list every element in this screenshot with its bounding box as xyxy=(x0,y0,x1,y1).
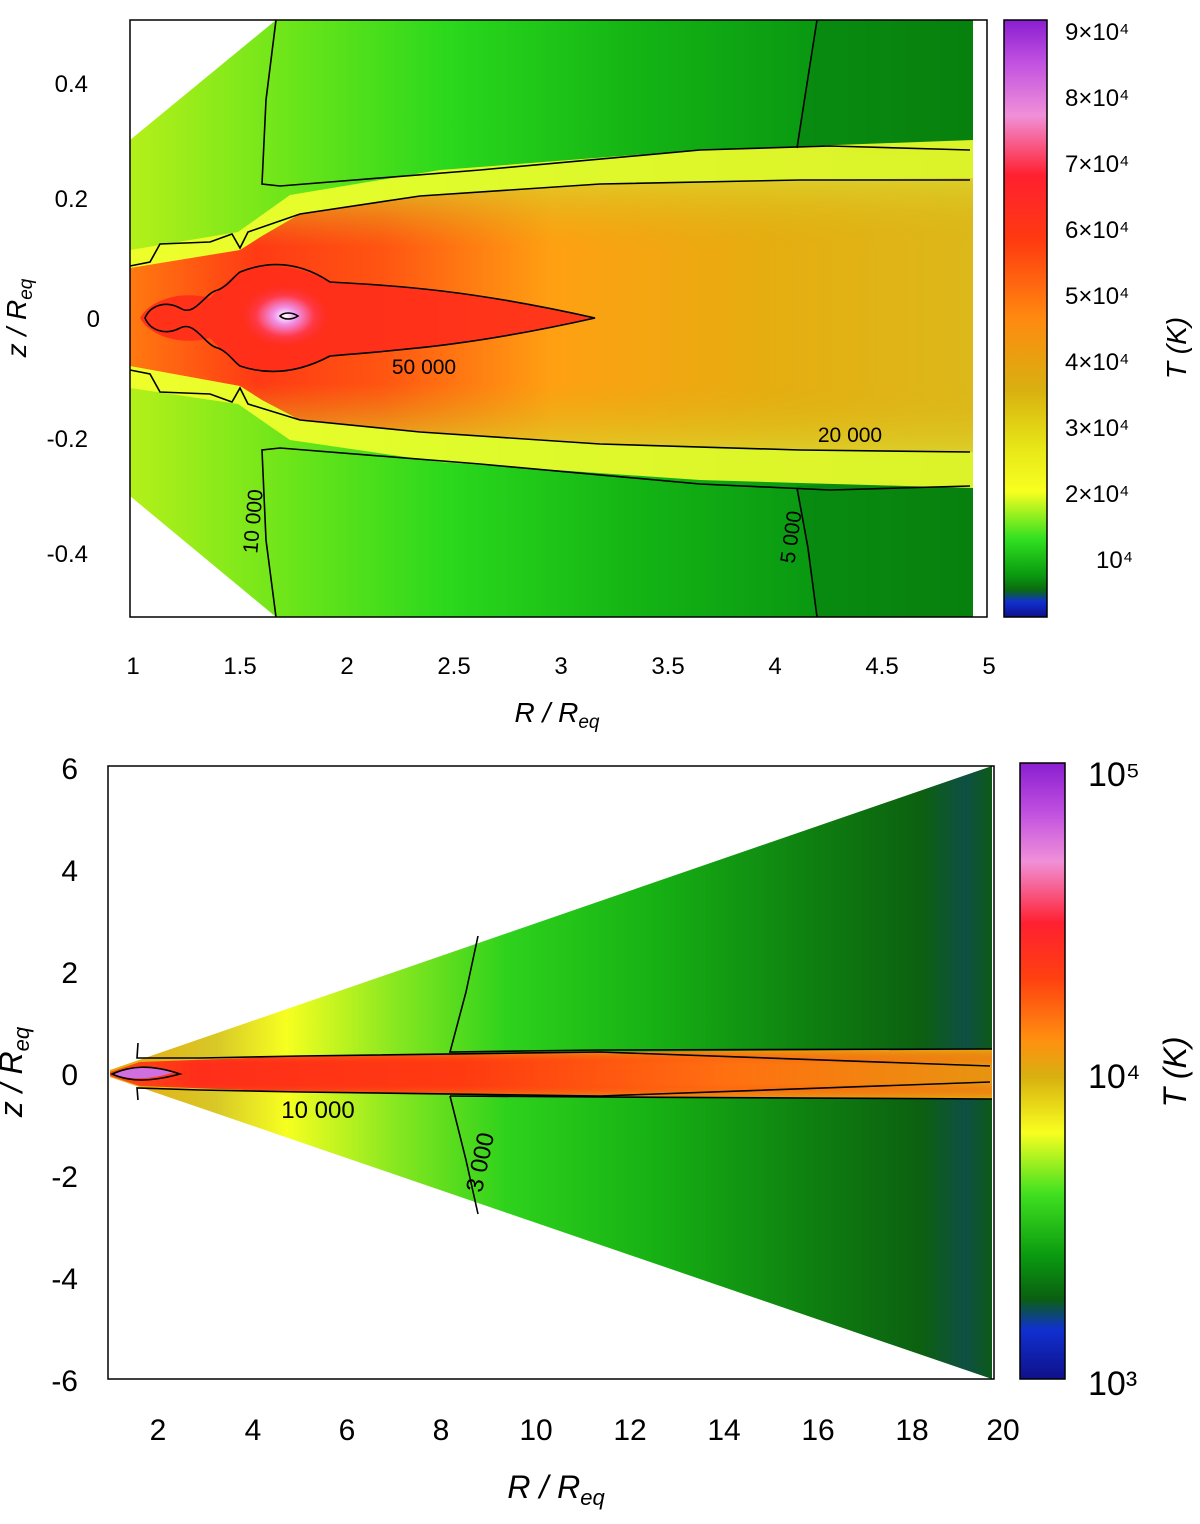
top-colorbar-gradient xyxy=(1003,19,1048,618)
top-colorbar-tick: 9×10⁴ xyxy=(1065,19,1129,46)
top-colorbar: 9×10⁴ 8×10⁴ 7×10⁴ 6×10⁴ 5×10⁴ 4×10⁴ 3×10… xyxy=(1003,19,1192,618)
bottom-contour-3000-lower xyxy=(449,1095,479,1215)
top-x-tick-label: 4.5 xyxy=(865,653,898,680)
top-colorbar-tick: 3×10⁴ xyxy=(1065,415,1129,442)
bottom-contour-10000-upper xyxy=(136,1042,991,1067)
bottom-y-axis: 6 4 2 0 -2 -4 -6 z / Req xyxy=(0,753,78,1398)
bottom-x-tick-label: 4 xyxy=(245,1414,262,1447)
top-y-tick-label: 0 xyxy=(87,306,100,333)
bottom-y-tick-label: 4 xyxy=(61,855,78,888)
top-contour-10000-lower xyxy=(261,447,971,618)
bottom-colorbar-label: T (K) xyxy=(1157,1036,1193,1107)
top-outer-wind-lower xyxy=(797,476,973,617)
top-contour-label: 20 000 xyxy=(818,424,882,447)
top-y-tick-label: -0.4 xyxy=(47,541,88,568)
top-colorbar-tick: 7×10⁴ xyxy=(1065,151,1129,178)
bottom-colorbar-gradient xyxy=(1019,762,1066,1380)
top-contour-20000-upper xyxy=(129,179,970,267)
top-colorbar-tick: 5×10⁴ xyxy=(1065,283,1129,310)
bottom-y-tick-label: -4 xyxy=(51,1263,78,1296)
bottom-y-tick-label: 2 xyxy=(61,957,78,990)
top-x-tick-label: 2 xyxy=(340,653,353,680)
bottom-x-tick-label: 10 xyxy=(519,1414,552,1447)
bottom-y-tick-label: -6 xyxy=(51,1365,78,1398)
bottom-x-axis: 2 4 6 8 10 12 14 16 18 20 R / Req xyxy=(150,1414,1020,1510)
top-contour-labels: 50 000 20 000 10 000 5 000 xyxy=(239,356,882,565)
top-contour-10000-upper xyxy=(261,19,971,187)
top-contour-5000-upper xyxy=(796,19,818,149)
bottom-plot-frame xyxy=(107,765,995,1380)
top-contour-label: 10 000 xyxy=(239,488,268,554)
bottom-x-tick-label: 12 xyxy=(613,1414,646,1447)
top-colorbar-tick: 8×10⁴ xyxy=(1065,85,1129,112)
top-x-tick-label: 1 xyxy=(126,653,139,680)
bottom-contours xyxy=(110,935,993,1215)
bottom-panel: 10 000 3 000 6 4 2 0 -2 -4 -6 z / Req 2 … xyxy=(0,753,1193,1510)
top-x-tick-label: 1.5 xyxy=(223,653,256,680)
top-contour-5000-lower xyxy=(796,487,818,618)
bottom-contour-3000-lower-disk xyxy=(449,1095,993,1100)
bottom-colorbar-tick: 10³ xyxy=(1088,1365,1137,1403)
top-colorbar-tick: 6×10⁴ xyxy=(1065,217,1129,244)
top-contours xyxy=(129,19,971,618)
top-panel: 50 000 20 000 10 000 5 000 0.4 0.2 0 -0.… xyxy=(1,19,1192,733)
top-colorbar-tick: 4×10⁴ xyxy=(1065,349,1129,376)
bottom-x-tick-label: 16 xyxy=(801,1414,834,1447)
bottom-x-tick-label: 6 xyxy=(339,1414,356,1447)
bottom-contour-10000-inner xyxy=(110,1066,183,1081)
bottom-y-tick-label: 0 xyxy=(61,1059,78,1092)
bottom-x-axis-label: R / Req xyxy=(507,1469,605,1510)
bottom-contour-labels: 10 000 3 000 xyxy=(281,1097,500,1195)
top-y-tick-label: -0.2 xyxy=(47,426,88,453)
bottom-colorbar-tick: 10⁵ xyxy=(1088,756,1140,794)
top-colorbar-tick: 2×10⁴ xyxy=(1065,481,1129,508)
bottom-x-tick-label: 2 xyxy=(150,1414,167,1447)
top-x-axis: 1 1.5 2 2.5 3 3.5 4 4.5 5 R / Req xyxy=(126,653,995,733)
bottom-contour-label: 10 000 xyxy=(281,1097,354,1124)
top-outer-wind-upper xyxy=(797,20,973,156)
top-contour-50000 xyxy=(144,263,596,373)
top-x-tick-label: 5 xyxy=(982,653,995,680)
top-contour-label: 50 000 xyxy=(392,356,456,379)
top-x-tick-label: 2.5 xyxy=(437,653,470,680)
top-heatmap xyxy=(130,20,973,617)
bottom-colorbar: 10⁵ 10⁴ 10³ T (K) xyxy=(1019,756,1193,1403)
top-contour-20000-lower xyxy=(129,369,971,453)
bottom-contour-3000-upper xyxy=(448,935,993,1053)
bottom-y-axis-label: z / Req xyxy=(0,1026,34,1118)
top-colorbar-label: T (K) xyxy=(1161,317,1192,379)
top-x-axis-label: R / Req xyxy=(515,697,600,733)
top-x-tick-label: 3 xyxy=(554,653,567,680)
top-plot-frame xyxy=(129,19,988,618)
bottom-disk-vertical-shade xyxy=(110,1049,992,1099)
bottom-hot-spot xyxy=(112,1067,175,1079)
top-y-axis-label: z / Req xyxy=(1,278,37,358)
top-x-tick-label: 3.5 xyxy=(651,653,684,680)
top-x-tick-label: 4 xyxy=(768,653,781,680)
bottom-x-tick-label: 20 xyxy=(986,1414,1019,1447)
bottom-heatmap xyxy=(110,766,992,1379)
top-y-axis: 0.4 0.2 0 -0.2 -0.4 z / Req xyxy=(1,71,100,568)
top-y-tick-label: 0.4 xyxy=(55,71,88,98)
bottom-x-tick-label: 8 xyxy=(433,1414,450,1447)
bottom-x-tick-label: 18 xyxy=(895,1414,928,1447)
bottom-colorbar-tick: 10⁴ xyxy=(1088,1058,1140,1096)
bottom-y-tick-label: 6 xyxy=(61,753,78,786)
bottom-x-tick-label: 14 xyxy=(707,1414,740,1447)
top-contour-hot-spot xyxy=(278,312,300,320)
bottom-contour-10000-lower xyxy=(136,1081,991,1101)
top-colorbar-tick: 10⁴ xyxy=(1096,547,1133,574)
top-hot-spot xyxy=(237,282,333,350)
bottom-y-tick-label: -2 xyxy=(51,1161,78,1194)
top-y-tick-label: 0.2 xyxy=(55,186,88,213)
